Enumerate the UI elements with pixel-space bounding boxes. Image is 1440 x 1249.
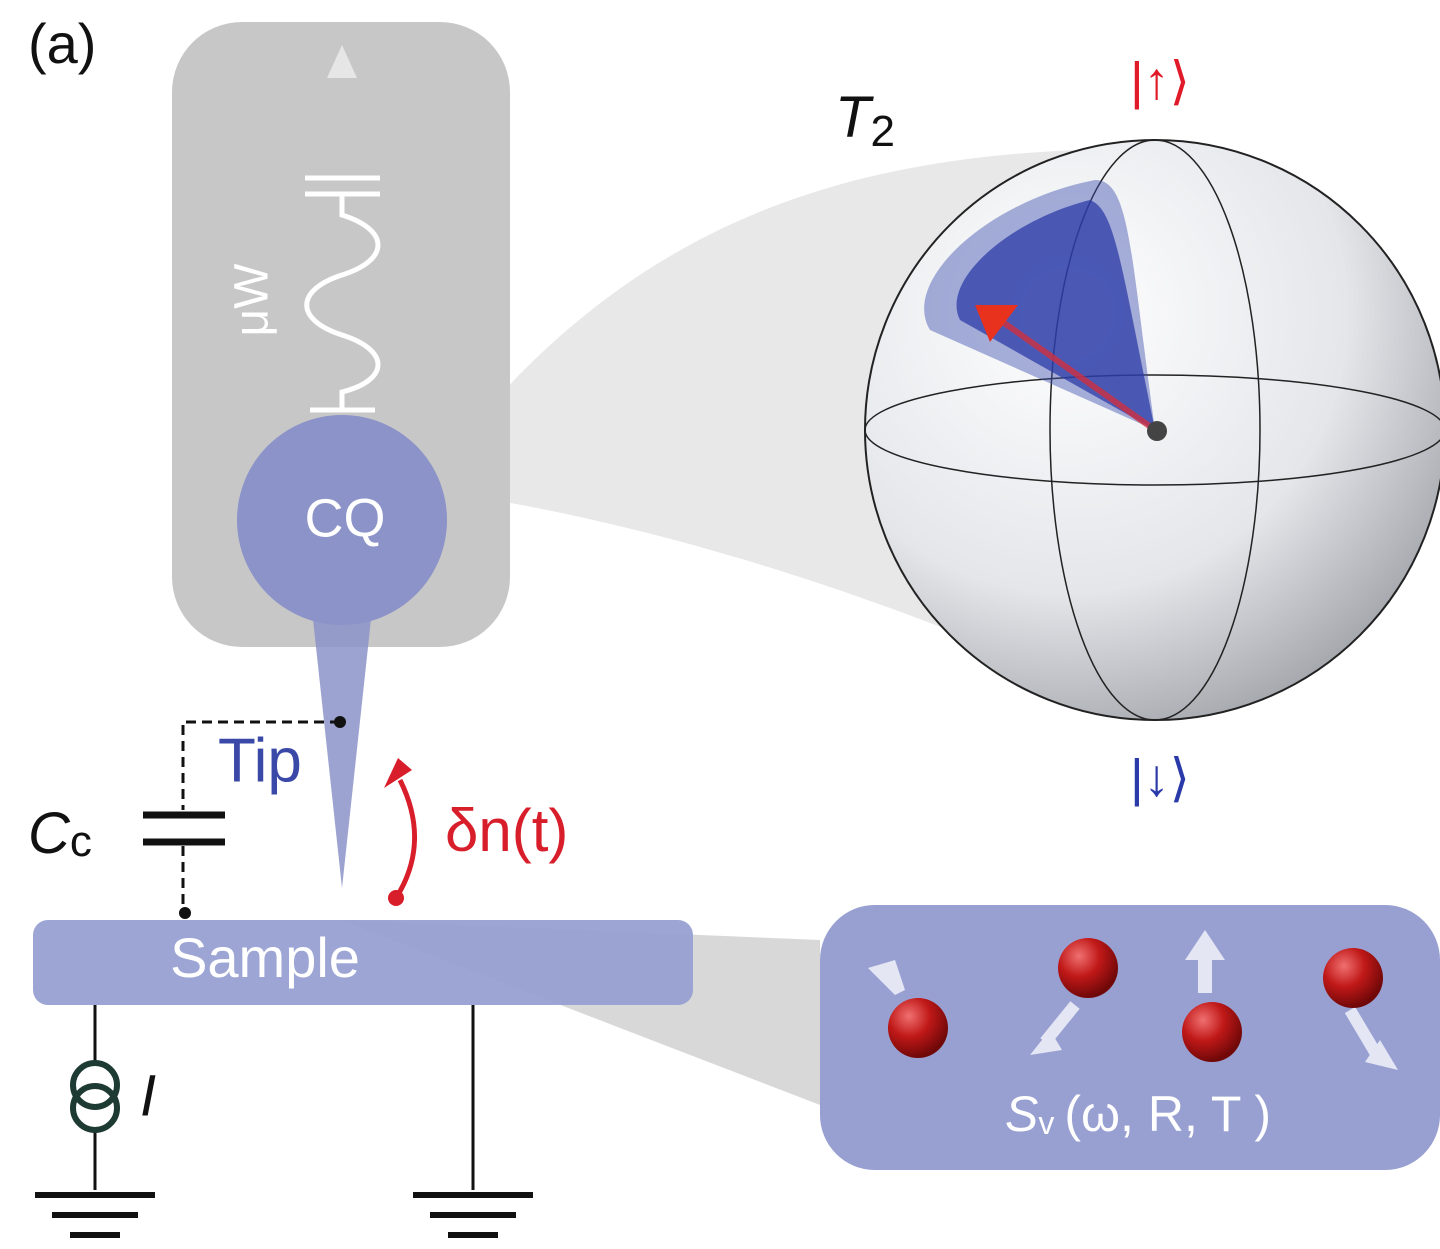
down-state: |↓⟩ bbox=[1130, 750, 1190, 808]
arrow-head bbox=[384, 758, 412, 788]
symbol: T bbox=[835, 85, 874, 150]
node bbox=[179, 907, 191, 919]
subscript: 2 bbox=[870, 107, 894, 156]
panel-label: (a) bbox=[28, 12, 96, 75]
capacitor-label: Cc bbox=[28, 801, 92, 866]
fluctuation-arrow bbox=[396, 780, 415, 898]
microwave-label: μW bbox=[226, 263, 279, 337]
wiring bbox=[35, 1005, 533, 1235]
subscript: v bbox=[1038, 1105, 1054, 1141]
symbol: S bbox=[1005, 1086, 1038, 1142]
qubit-label: CQ bbox=[305, 488, 386, 548]
origin bbox=[1147, 421, 1167, 441]
diagram: μW CQ Tip Cc δn(t) Sample I (a) |↑⟩ |↓⟩ … bbox=[0, 0, 1440, 1249]
electron bbox=[888, 998, 948, 1058]
node bbox=[388, 890, 404, 906]
sample-label: Sample bbox=[170, 926, 360, 989]
subscript: c bbox=[70, 817, 92, 866]
tip bbox=[312, 610, 372, 888]
current-label: I bbox=[140, 1063, 156, 1128]
electron bbox=[1323, 948, 1383, 1008]
arguments: (ω, R, T ) bbox=[1064, 1086, 1271, 1142]
symbol: C bbox=[28, 801, 71, 866]
fluctuation-label: δn(t) bbox=[445, 797, 568, 864]
sample bbox=[33, 920, 693, 1005]
decoherence-label: T2 bbox=[835, 85, 895, 155]
electron bbox=[1182, 1002, 1242, 1062]
tip-label: Tip bbox=[218, 726, 302, 795]
up-state: |↑⟩ bbox=[1130, 53, 1190, 111]
electron bbox=[1058, 938, 1118, 998]
node bbox=[334, 716, 346, 728]
